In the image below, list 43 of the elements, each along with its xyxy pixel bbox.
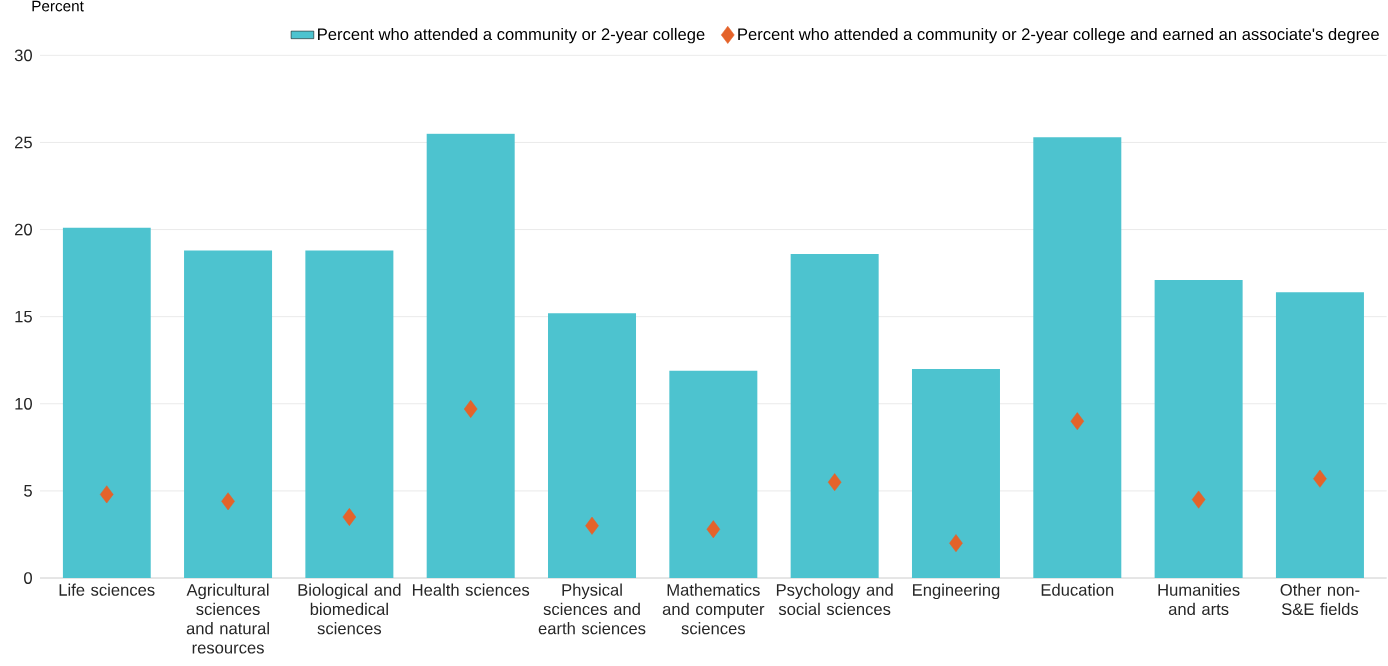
y-tick-label: 25 [15,136,32,149]
point [1191,490,1206,509]
point [463,400,478,418]
y-tick-label: 15 [15,310,32,323]
x-tick-label: Physical sciences and earth sciences [538,583,646,635]
bar [184,250,273,578]
y-tick-label: 30 [14,49,32,62]
x-tick-label: Biological and biomedical sciences [298,583,401,635]
y-tick-label: 0 [24,572,32,584]
x-tick-label: Agricultural sciences and natural resources [186,583,269,654]
point [1313,469,1327,488]
point [221,492,235,511]
point [706,520,721,539]
x-tick-label: Engineering [913,583,1000,600]
x-tick-label: Other non-S&E fields [1280,583,1360,616]
y-tick-label: 10 [15,397,32,410]
bar [1033,137,1122,578]
bar [548,313,637,578]
x-tick-label: Humanities and arts [1158,583,1240,616]
y-axis-title: Percent [32,0,84,12]
y-tick-label: 20 [15,223,32,236]
point [1070,412,1085,431]
bar [1275,292,1364,578]
legend-label: Percent who attended a community or 2-year college and earned an associate's degree [738,27,1379,44]
point [342,508,357,526]
x-tick-label: Education [1041,583,1114,596]
bar [62,227,151,578]
y-tick-label: 5 [24,485,32,497]
legend-label: Percent who attended a community or 2-year college [318,27,705,44]
bar [426,133,515,578]
x-tick-label: Health sciences [412,583,530,596]
x-tick-label: Mathematics and computer sciences [662,583,765,635]
point [949,534,963,553]
bar [305,250,394,578]
x-tick-label: Psychology and social sciences [776,583,893,616]
bar [790,253,879,578]
point [827,473,842,492]
bar [1154,280,1243,578]
point [585,516,599,535]
x-tick-label: Life sciences [59,583,155,596]
bar [669,370,758,578]
bar [911,368,1000,578]
point [99,485,114,504]
